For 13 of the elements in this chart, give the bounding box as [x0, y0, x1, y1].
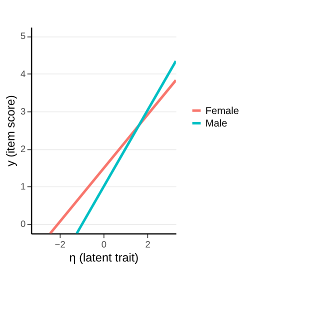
y-tick-label: 3 — [20, 106, 26, 116]
y-tick-label: 0 — [20, 219, 26, 229]
legend-label: Female — [205, 106, 240, 117]
y-tick-label: 5 — [20, 31, 26, 42]
y-tick-label: 2 — [20, 144, 26, 154]
x-axis-title: η (latent trait) — [69, 252, 139, 265]
x-tick-label: 0 — [101, 239, 107, 250]
legend-label: Male — [205, 118, 228, 130]
x-tick-label: −2 — [54, 239, 66, 250]
y-tick-label: 4 — [20, 68, 26, 79]
y-axis-title: y (item score) — [4, 95, 18, 166]
y-tick-label: 1 — [20, 181, 26, 192]
x-tick-label: 2 — [145, 239, 150, 250]
